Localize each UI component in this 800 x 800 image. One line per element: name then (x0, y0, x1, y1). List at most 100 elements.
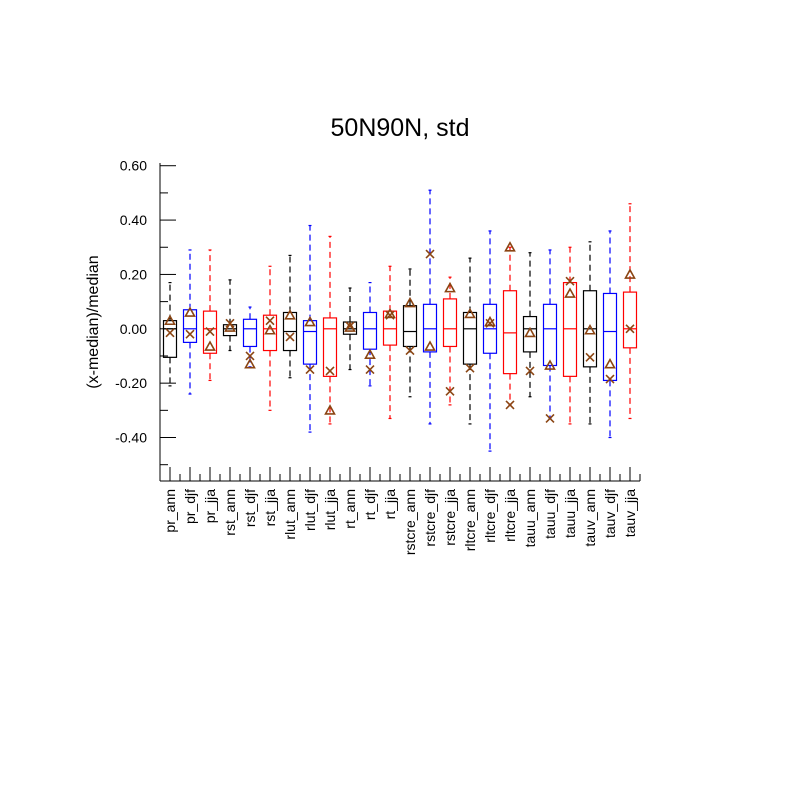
x-tick-label: rstcre_ann (402, 489, 418, 555)
triangle-marker (624, 268, 636, 279)
y-tick-label: 0.60 (120, 158, 147, 174)
x-tick-label: pr_ann (162, 489, 178, 533)
cross-marker-b (425, 249, 435, 259)
x-tick-label: tauu_ann (522, 489, 538, 547)
triangle-marker (324, 404, 336, 415)
box-iqr (382, 310, 398, 346)
box-iqr (622, 291, 638, 349)
triangle-marker (344, 321, 356, 332)
box-iqr (502, 290, 518, 375)
box-rt_jja (382, 265, 398, 420)
cross-marker-b (485, 318, 495, 328)
triangle-marker (264, 324, 276, 335)
triangle-marker (424, 340, 436, 351)
x-tick-label: rlut_ann (282, 489, 298, 540)
x-tick-label: rstcre_jja (442, 489, 458, 546)
box-pr_ann (162, 281, 178, 387)
box-iqr (402, 305, 418, 348)
x-tick-label: tauv_jja (622, 489, 638, 537)
box-tauu_djf (542, 249, 558, 424)
triangle-marker (524, 326, 536, 338)
x-tick-label: rstcre_djf (422, 489, 438, 547)
box-rlut_jja (322, 235, 338, 425)
box-rst_djf (242, 306, 258, 369)
cross-marker-b (265, 316, 275, 326)
y-tick-label: 0.00 (120, 321, 147, 337)
cross-marker-b (525, 366, 535, 376)
triangle-marker (504, 241, 516, 252)
box-iqr (202, 310, 218, 354)
x-tick-label: pr_djf (182, 489, 198, 524)
box-iqr (562, 281, 578, 377)
cross-marker-b (325, 366, 335, 376)
x-tick-label: rlut_djf (302, 489, 318, 531)
x-tick-label: rltcre_djf (482, 489, 498, 543)
box-rst_jja (262, 265, 278, 411)
box-iqr (422, 303, 438, 353)
y-tick-label: -0.40 (115, 430, 147, 446)
triangle-marker (184, 306, 196, 317)
box-iqr (302, 320, 318, 365)
x-tick-labels: pr_ann pr_djf pr_jja rst_ann rst_djf rst_jja r… (162, 489, 638, 555)
cross-marker-b (565, 276, 575, 286)
x-tick-label: rst_jja (262, 489, 278, 527)
triangle-marker (284, 309, 296, 320)
box-iqr (242, 318, 258, 348)
y-axis-label: (x-median)/median (85, 255, 102, 388)
cross-marker-b (185, 329, 195, 339)
y-tick-label: 0.20 (120, 266, 147, 282)
y-tick-label: 0.40 (120, 212, 147, 228)
cross-marker-b (205, 326, 215, 337)
cross-marker-b (505, 400, 515, 410)
axes: -0.40 -0.20 0.00 0.20 0.40 0.60 (115, 158, 641, 482)
triangle-marker (544, 359, 556, 370)
box-tauu_ann (522, 252, 538, 398)
triangle-marker (364, 348, 376, 360)
cross-marker-b (285, 332, 295, 342)
box-pr_jja (202, 249, 218, 382)
cross-marker-b (445, 386, 455, 396)
box-rt_ann (342, 287, 358, 371)
triangle-marker (584, 324, 596, 335)
cross-marker-b (465, 363, 475, 373)
boxes-group (162, 189, 638, 452)
triangle-marker (164, 314, 176, 326)
x-tick-label: tauv_ann (582, 489, 598, 547)
box-rltcre_jja (502, 241, 518, 410)
box-iqr (462, 311, 478, 365)
box-tauu_jja (562, 246, 578, 425)
y-tick-label: -0.20 (115, 375, 147, 391)
cross-marker-b (585, 352, 595, 362)
box-rt_djf (362, 281, 378, 387)
cross-marker-b (625, 324, 635, 334)
triangle-marker (304, 315, 316, 327)
cross-marker-b (385, 310, 395, 320)
cross-marker-b (165, 328, 175, 338)
cross-marker-b (545, 413, 555, 424)
x-tick-label: rst_ann (222, 489, 238, 536)
box-iqr (522, 315, 538, 353)
triangle-marker (404, 296, 416, 308)
box-rst_ann (222, 279, 238, 352)
cross-marker-b (405, 345, 415, 356)
box-rlut_ann (282, 254, 298, 379)
box-pr_djf (182, 249, 198, 395)
chart-title: 50N90N, std (331, 114, 470, 142)
x-tick-label: rltcre_jja (502, 489, 518, 542)
box-iqr (182, 309, 198, 343)
x-tick-label: rlut_jja (322, 489, 338, 530)
triangle-marker (604, 357, 616, 369)
x-tick-label: tauv_djf (602, 489, 618, 538)
box-iqr (162, 320, 178, 358)
triangle-marker (244, 357, 256, 369)
x-tick-label: rst_djf (242, 489, 258, 527)
cross-marker-b (225, 318, 235, 328)
x-tick-label: pr_jja (202, 489, 218, 523)
triangle-marker (204, 340, 216, 351)
box-tauv_djf (602, 230, 618, 439)
box-rltcre_djf (482, 230, 498, 452)
box-rlut_djf (302, 224, 318, 433)
x-tick-label: rltcre_ann (462, 489, 478, 551)
box-rltcre_ann (462, 257, 478, 425)
